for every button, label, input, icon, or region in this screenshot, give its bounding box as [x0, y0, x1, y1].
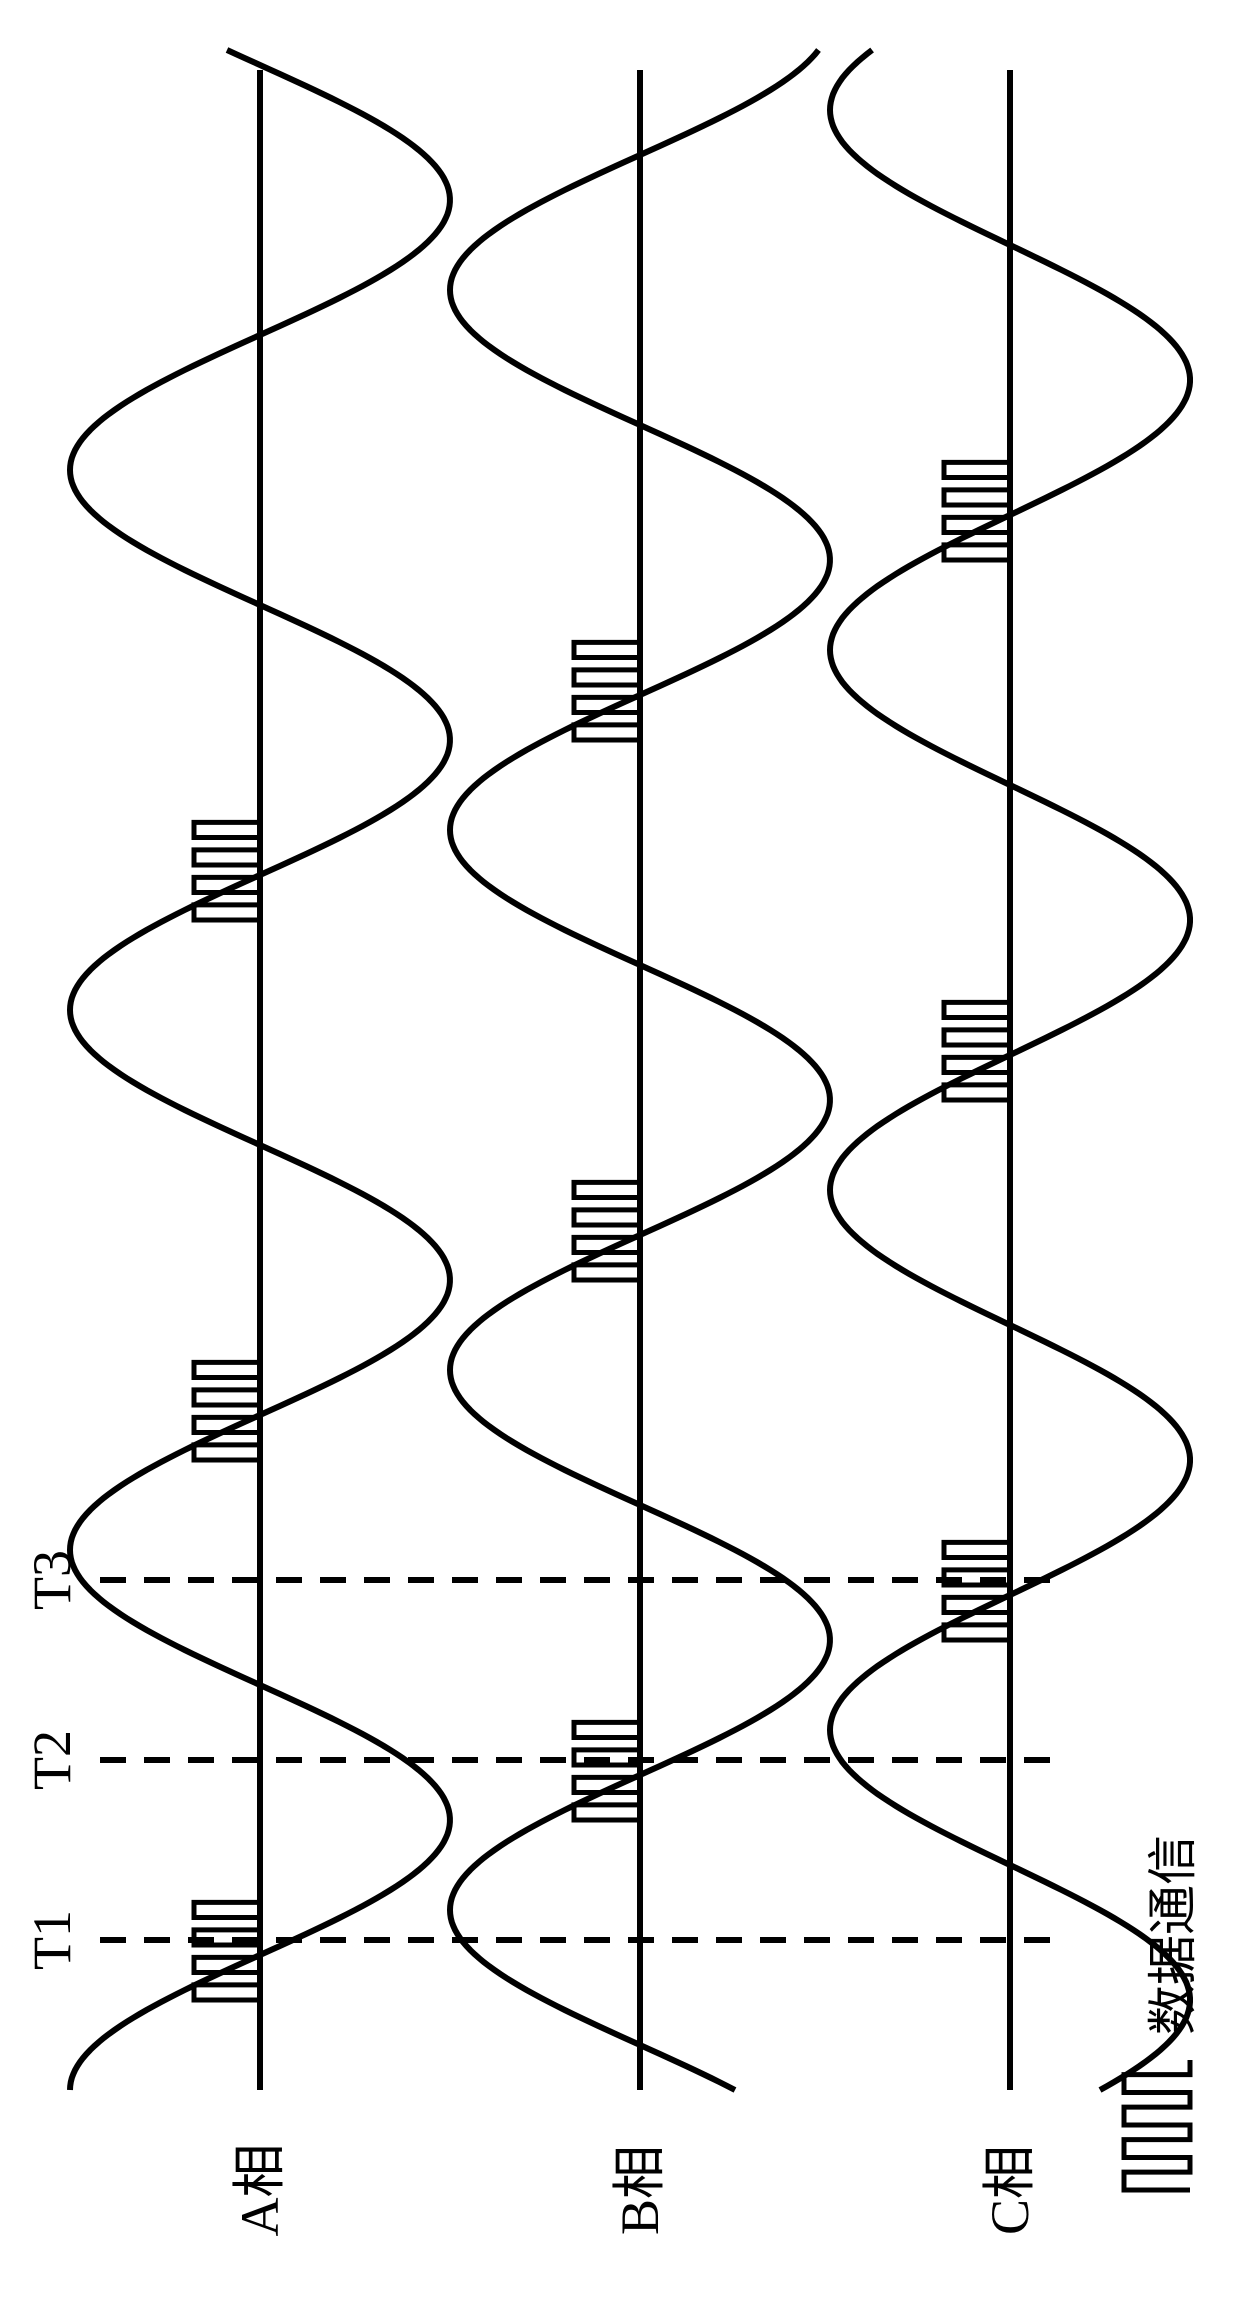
three-phase-diagram: T1T2T3A相B相C相数据通信 [0, 0, 1240, 2320]
time-label-T1: T1 [22, 1910, 82, 1970]
phase-label-B: B相 [610, 2145, 670, 2235]
phase-label-C: C相 [980, 2145, 1040, 2235]
legend-label: 数据通信 [1145, 1835, 1201, 2035]
phase-label-A: A相 [230, 2144, 290, 2237]
time-label-T2: T2 [22, 1730, 82, 1790]
